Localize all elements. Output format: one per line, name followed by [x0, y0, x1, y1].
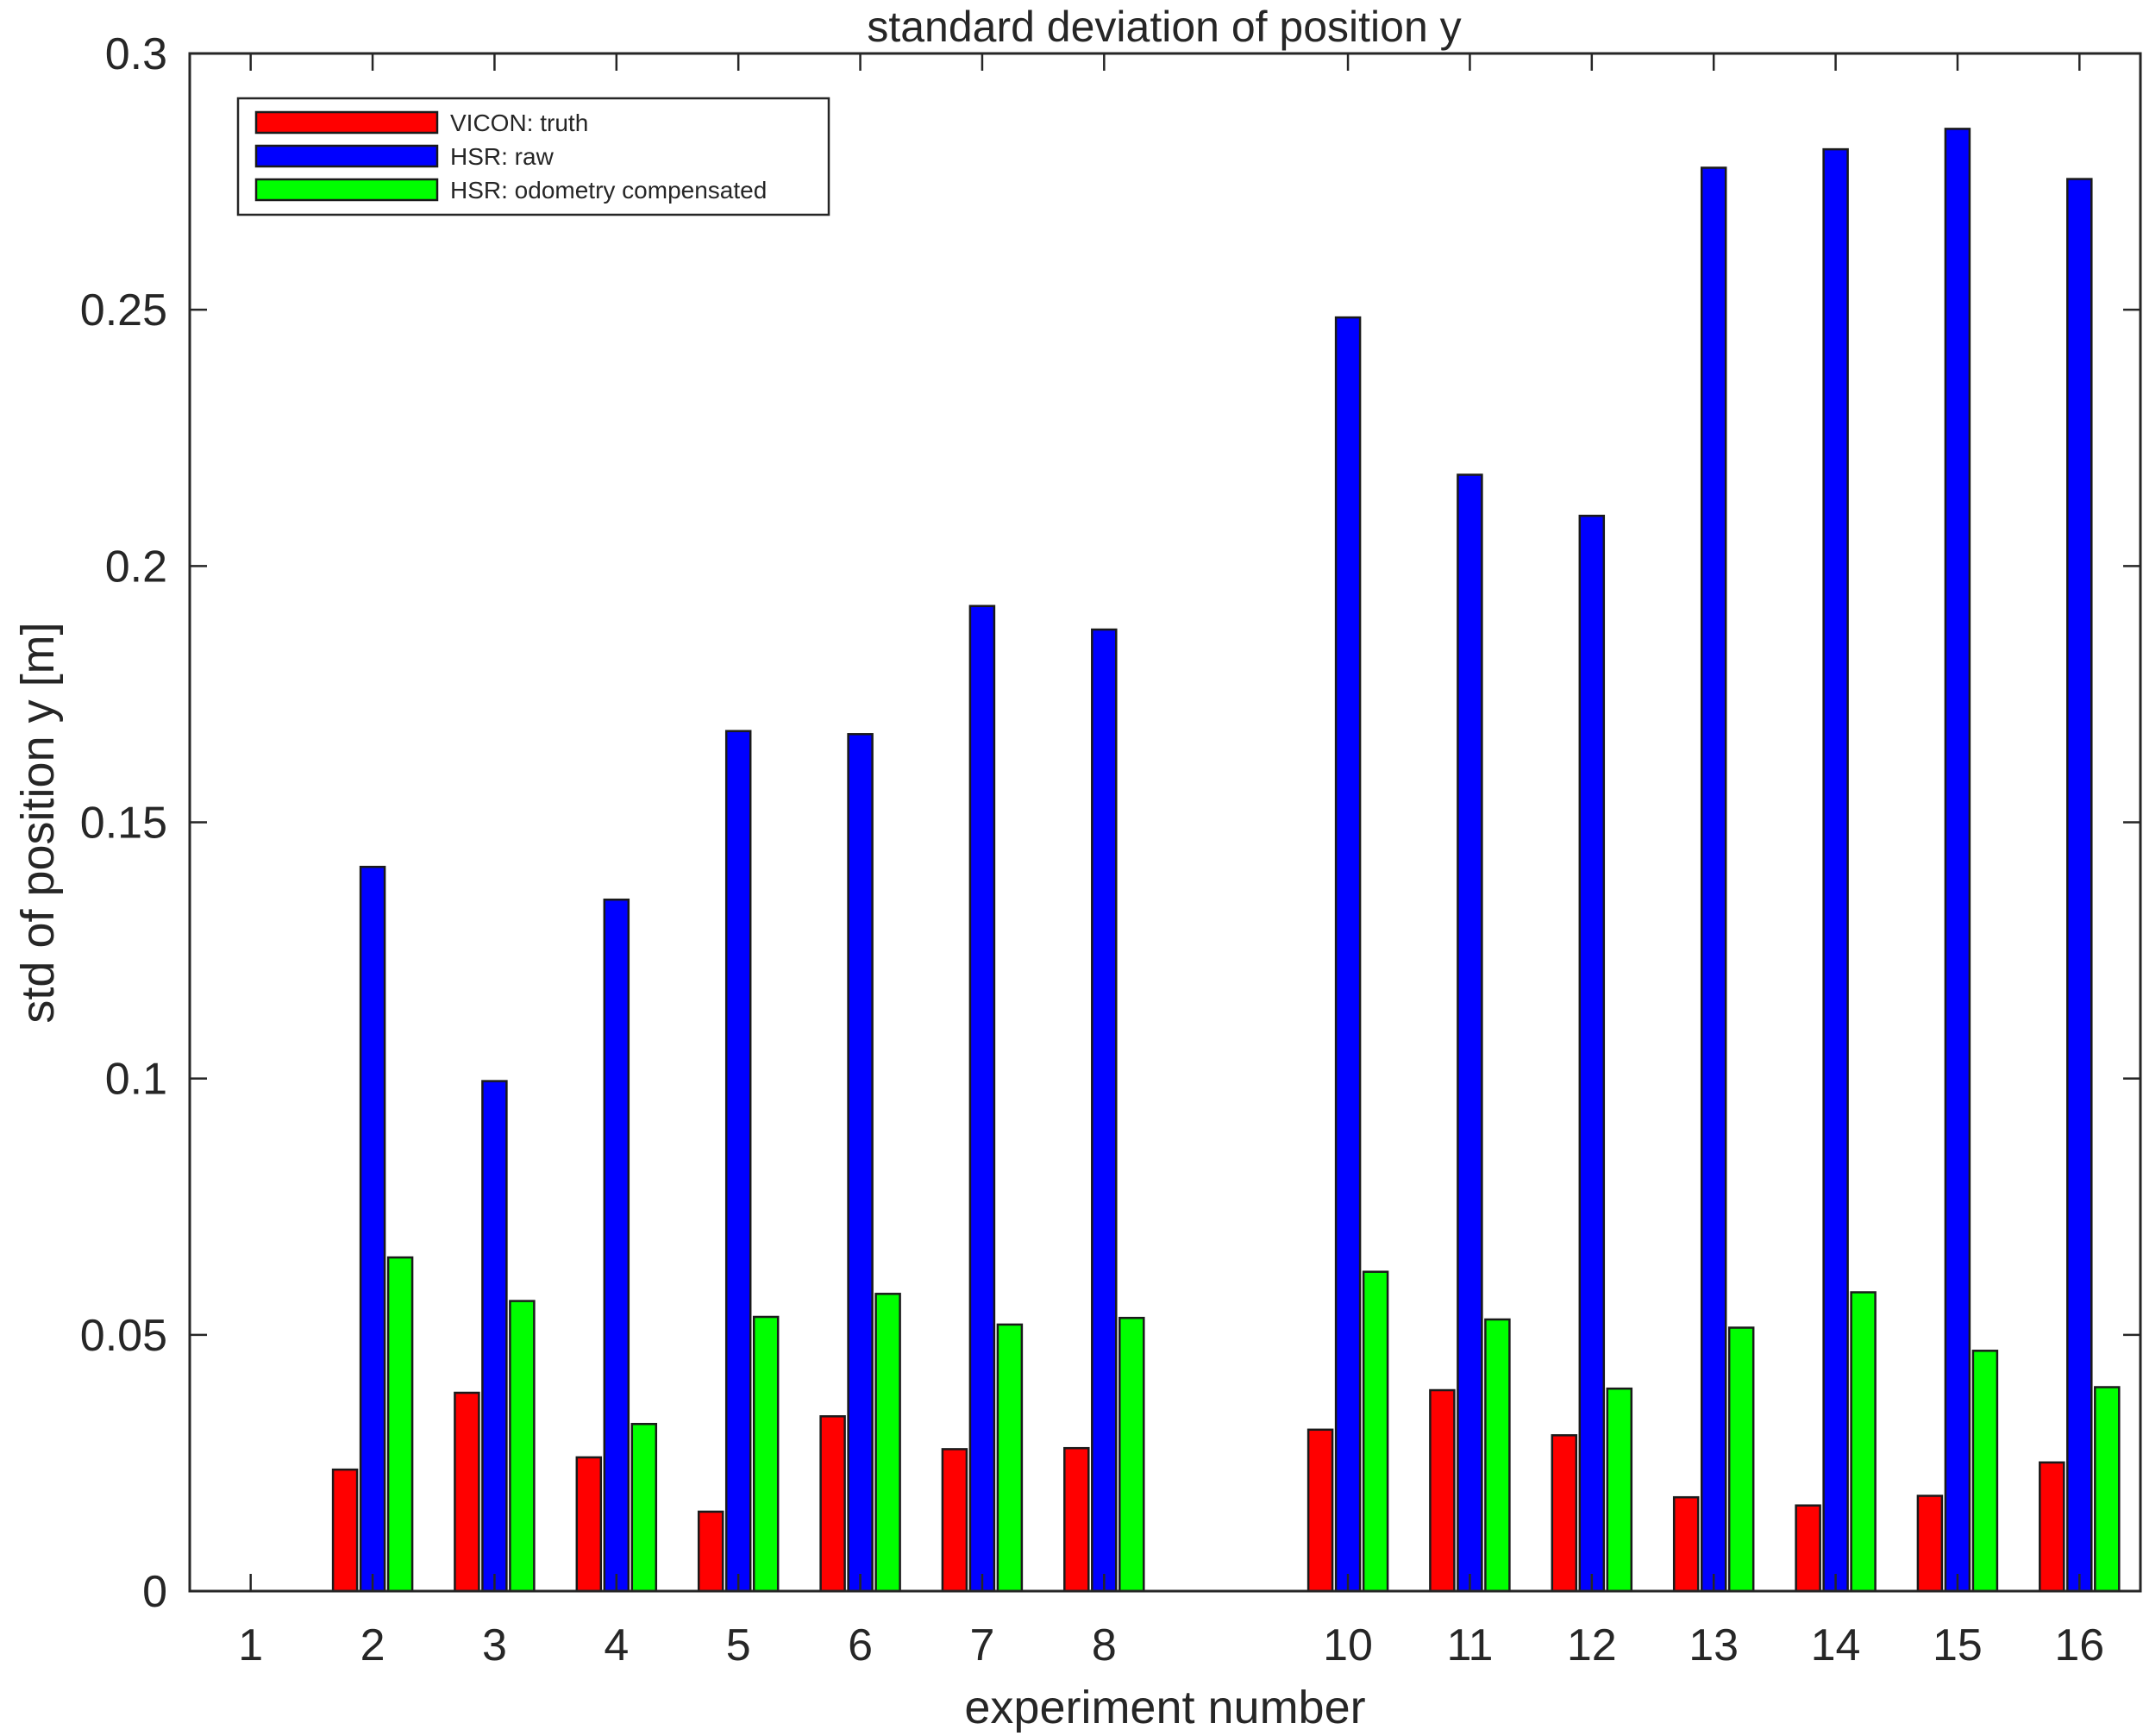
y-tick-label: 0.1 [105, 1055, 167, 1105]
y-tick-label: 0.15 [80, 799, 167, 849]
y-tick-labels: 0 0.05 0.1 0.15 0.2 0.25 0.3 [80, 29, 167, 1617]
x-axis-label: experiment number [964, 1682, 1365, 1733]
bar-hsr-raw-16 [2066, 178, 2093, 1593]
x-tick-label: 7 [969, 1620, 994, 1670]
bar-hsr-odometry-2 [386, 1256, 414, 1593]
bar-hsr-raw-12 [1578, 514, 1606, 1593]
bar-vicon-10 [1306, 1428, 1334, 1593]
legend-swatch [254, 178, 439, 202]
x-tick-label: 16 [2054, 1620, 2104, 1670]
bar-vicon-3 [454, 1391, 480, 1593]
bar-vicon-14 [1795, 1504, 1821, 1593]
bar-hsr-raw-14 [1822, 147, 1849, 1593]
y-tick-label: 0.05 [80, 1311, 167, 1361]
bar-hsr-raw-15 [1944, 128, 1971, 1593]
bar-hsr-odometry-5 [752, 1315, 780, 1593]
bar-hsr-raw-7 [968, 605, 996, 1593]
legend-label: HSR: odometry compensated [450, 177, 767, 204]
bar-hsr-raw-3 [481, 1080, 508, 1593]
bar-hsr-raw-11 [1457, 473, 1483, 1593]
x-tick-label: 3 [482, 1620, 507, 1670]
bar-vicon-12 [1551, 1434, 1578, 1593]
y-tick-label: 0.3 [105, 29, 167, 79]
bar-hsr-odometry-15 [1971, 1350, 1999, 1593]
x-tick-label: 10 [1323, 1620, 1373, 1670]
legend-label: VICON: truth [450, 110, 588, 136]
x-tick-label: 1 [238, 1620, 263, 1670]
bar-hsr-raw-2 [359, 865, 386, 1593]
chart-title: standard deviation of position y [867, 3, 1461, 51]
bar-hsr-raw-13 [1700, 166, 1727, 1593]
y-axis-label: std of position y [m] [12, 622, 64, 1023]
legend-label: HSR: raw [450, 143, 555, 170]
x-tick-label: 2 [360, 1620, 385, 1670]
bar-hsr-odometry-13 [1727, 1326, 1755, 1593]
bar-hsr-odometry-4 [630, 1422, 658, 1593]
x-tick-labels: 1 2 3 4 5 6 7 8 10 11 12 13 14 15 16 [238, 1620, 2104, 1670]
x-tick-label: 4 [604, 1620, 629, 1670]
axes-frame [188, 52, 2142, 1593]
legend: VICON: truth HSR: raw HSR: odometry compen… [236, 97, 830, 216]
bar-vicon-15 [1916, 1495, 1944, 1593]
bar-hsr-raw-8 [1091, 628, 1118, 1593]
x-tick-label: 6 [848, 1620, 873, 1670]
bar-vicon-13 [1672, 1495, 1700, 1593]
bar-hsr-odometry-14 [1850, 1291, 1877, 1593]
bar-hsr-odometry-11 [1484, 1318, 1511, 1593]
bar-vicon-4 [575, 1456, 603, 1593]
bar-hsr-odometry-16 [2094, 1386, 2121, 1593]
bar-hsr-odometry-6 [874, 1293, 901, 1593]
bar-hsr-raw-6 [847, 733, 874, 1593]
bar-hsr-odometry-7 [996, 1323, 1024, 1593]
bar-hsr-raw-10 [1334, 316, 1362, 1593]
bar-vicon-5 [697, 1510, 724, 1593]
x-tick-label: 11 [1446, 1620, 1493, 1670]
bar-hsr-raw-4 [603, 898, 630, 1593]
x-tick-label: 8 [1092, 1620, 1117, 1670]
bar-vicon-7 [941, 1448, 968, 1593]
y-tick-label: 0 [142, 1567, 167, 1617]
bar-hsr-odometry-8 [1118, 1316, 1145, 1593]
bar-vicon-2 [331, 1468, 359, 1593]
legend-swatch [254, 144, 439, 168]
bar-vicon-11 [1429, 1388, 1456, 1593]
x-tick-label: 15 [1933, 1620, 1983, 1670]
x-tick-label: 14 [1811, 1620, 1861, 1670]
y-tick-label: 0.2 [105, 542, 167, 592]
x-tick-label: 12 [1567, 1620, 1617, 1670]
bar-hsr-odometry-12 [1606, 1387, 1633, 1593]
x-tick-label: 5 [726, 1620, 751, 1670]
x-tick-label: 13 [1689, 1620, 1739, 1670]
ticks-layer [190, 52, 2140, 1593]
legend-entries: VICON: truth HSR: raw HSR: odometry compen… [254, 110, 767, 204]
bar-hsr-odometry-3 [509, 1300, 536, 1593]
bars-layer [331, 128, 2121, 1593]
bar-hsr-raw-5 [724, 730, 752, 1593]
bar-hsr-odometry-10 [1362, 1270, 1389, 1593]
bar-vicon-6 [819, 1415, 846, 1593]
bar-vicon-16 [2039, 1461, 2065, 1593]
bar-vicon-8 [1063, 1446, 1090, 1593]
legend-swatch [254, 110, 439, 135]
plot-area [188, 52, 2142, 1593]
y-tick-label: 0.25 [80, 285, 167, 335]
